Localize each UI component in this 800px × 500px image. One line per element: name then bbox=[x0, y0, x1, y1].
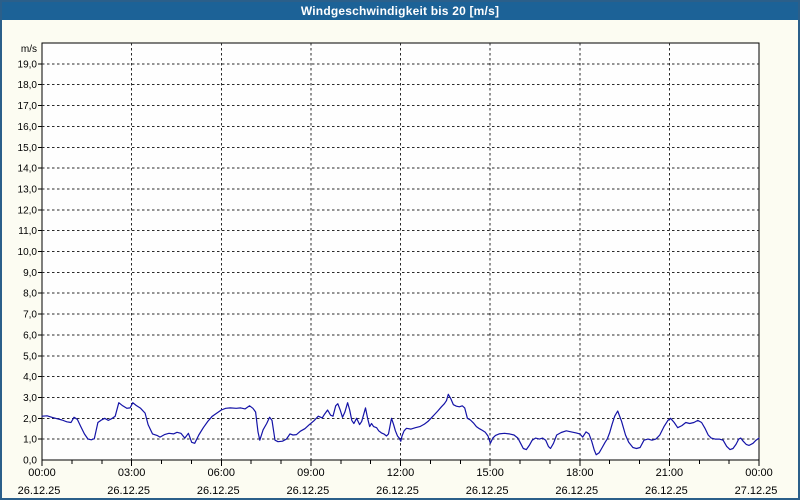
svg-text:8,0: 8,0 bbox=[23, 289, 37, 300]
svg-text:10,0: 10,0 bbox=[18, 247, 38, 258]
gridlines bbox=[42, 43, 759, 460]
svg-text:18,0: 18,0 bbox=[18, 80, 38, 91]
svg-text:26.12.25: 26.12.25 bbox=[18, 485, 61, 497]
svg-text:7,0: 7,0 bbox=[23, 310, 37, 321]
svg-text:19,0: 19,0 bbox=[18, 59, 38, 70]
window-title: Windgeschwindigkeit bis 20 [m/s] bbox=[300, 4, 500, 18]
svg-text:26.12.25: 26.12.25 bbox=[466, 485, 509, 497]
x-axis-labels: 00:00 26.12.25 03:00 26.12.25 06:00 26.12.25 0… bbox=[18, 467, 778, 497]
svg-text:2,0: 2,0 bbox=[23, 414, 37, 425]
chart-area: 0,0 1,0 2,0 3,0 4,0 5,0 6,0 7,0 8,0 9,0 10,0 11,0 12… bbox=[2, 20, 798, 498]
svg-text:14,0: 14,0 bbox=[18, 164, 38, 175]
svg-text:0,0: 0,0 bbox=[23, 456, 37, 467]
svg-text:6,0: 6,0 bbox=[23, 330, 37, 341]
svg-text:06:00: 06:00 bbox=[207, 467, 235, 479]
svg-text:17,0: 17,0 bbox=[18, 101, 38, 112]
svg-text:09:00: 09:00 bbox=[297, 467, 325, 479]
svg-text:18:00: 18:00 bbox=[566, 467, 594, 479]
svg-text:5,0: 5,0 bbox=[23, 351, 37, 362]
svg-text:12:00: 12:00 bbox=[387, 467, 415, 479]
svg-text:26.12.25: 26.12.25 bbox=[197, 485, 240, 497]
svg-text:11,0: 11,0 bbox=[18, 226, 37, 237]
svg-text:00:00: 00:00 bbox=[745, 467, 773, 479]
svg-text:03:00: 03:00 bbox=[118, 467, 146, 479]
window-titlebar: Windgeschwindigkeit bis 20 [m/s] bbox=[2, 2, 798, 20]
svg-text:15:00: 15:00 bbox=[476, 467, 504, 479]
svg-text:13,0: 13,0 bbox=[18, 184, 38, 195]
svg-text:4,0: 4,0 bbox=[23, 372, 37, 383]
svg-text:3,0: 3,0 bbox=[23, 393, 37, 404]
wind-speed-series-line bbox=[41, 393, 760, 456]
svg-text:1,0: 1,0 bbox=[23, 435, 37, 446]
svg-text:26.12.25: 26.12.25 bbox=[286, 485, 329, 497]
svg-text:27.12.25: 27.12.25 bbox=[735, 485, 778, 497]
y-axis-unit-label: m/s bbox=[21, 44, 37, 55]
svg-text:15,0: 15,0 bbox=[18, 143, 38, 154]
svg-text:26.12.25: 26.12.25 bbox=[555, 485, 598, 497]
svg-text:00:00: 00:00 bbox=[28, 467, 56, 479]
svg-text:26.12.25: 26.12.25 bbox=[107, 485, 150, 497]
svg-text:16,0: 16,0 bbox=[18, 122, 38, 133]
svg-text:26.12.25: 26.12.25 bbox=[645, 485, 688, 497]
y-axis-labels: 0,0 1,0 2,0 3,0 4,0 5,0 6,0 7,0 8,0 9,0 10,0 11,0 12… bbox=[18, 59, 38, 466]
svg-text:21:00: 21:00 bbox=[656, 467, 684, 479]
svg-text:26.12.25: 26.12.25 bbox=[376, 485, 419, 497]
axis-ticks bbox=[38, 63, 760, 466]
svg-text:12,0: 12,0 bbox=[18, 205, 38, 216]
wind-speed-chart: 0,0 1,0 2,0 3,0 4,0 5,0 6,0 7,0 8,0 9,0 10,0 11,0 12… bbox=[18, 42, 778, 497]
svg-text:9,0: 9,0 bbox=[23, 268, 37, 279]
